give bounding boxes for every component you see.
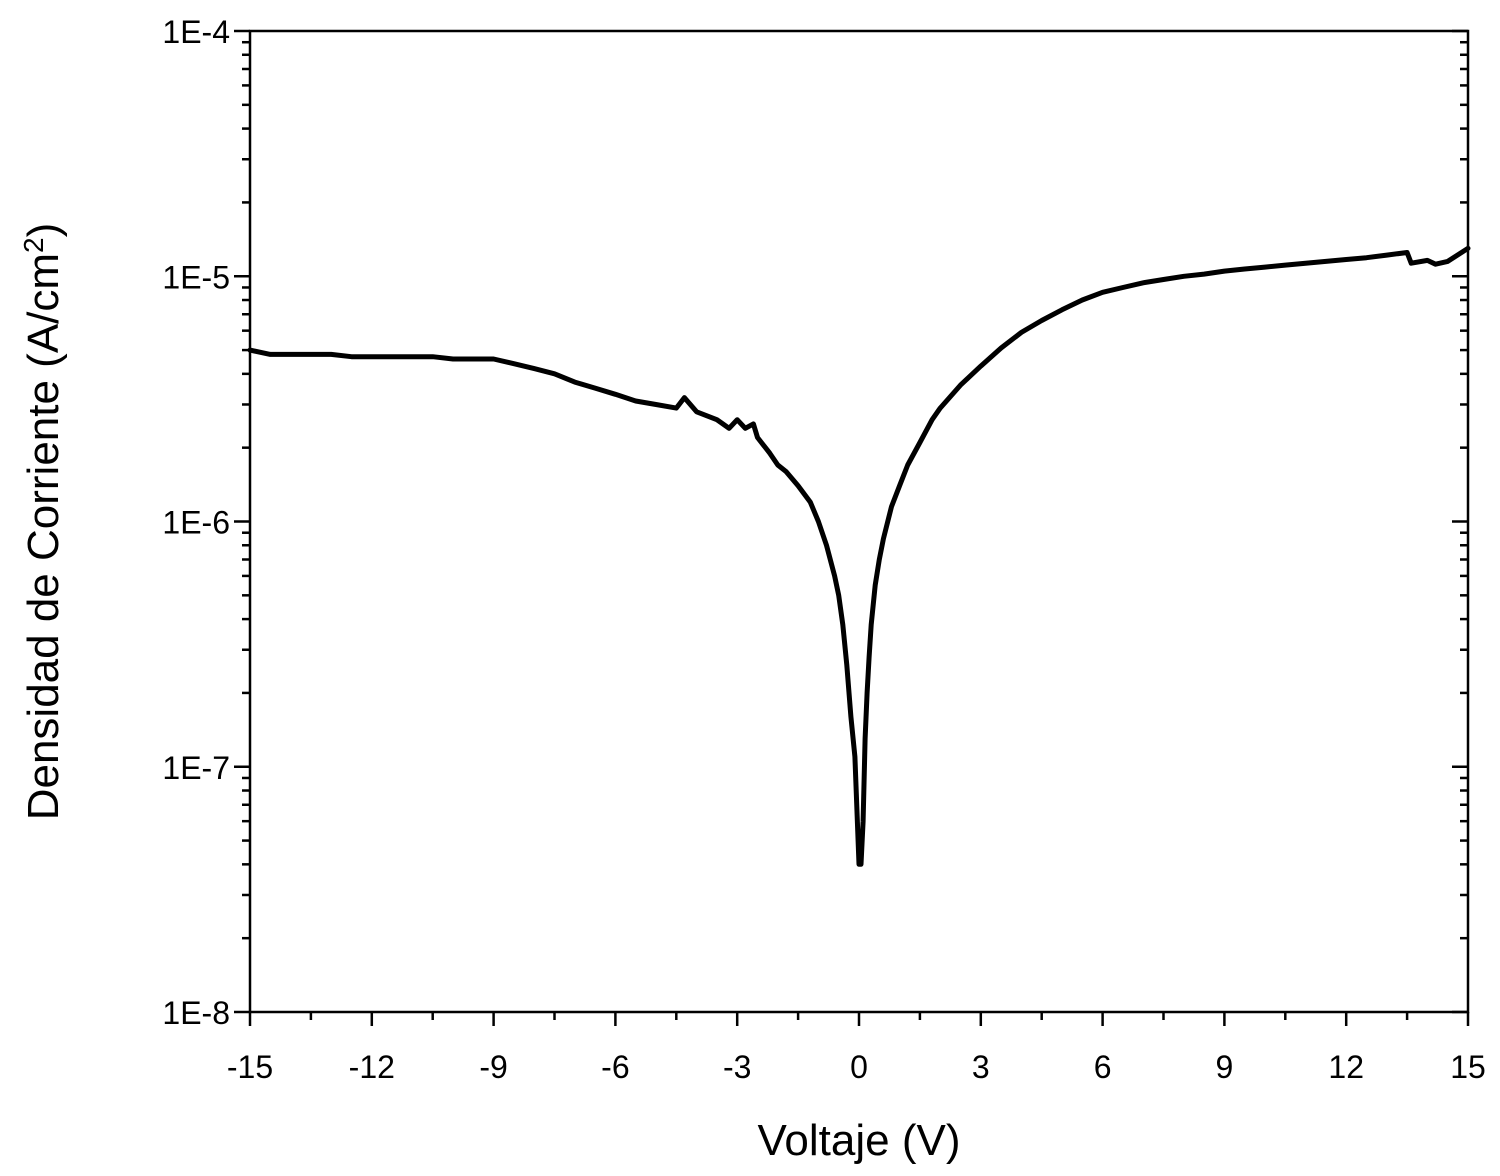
y-axis-title-superscript: 2 [18,237,49,253]
x-tick-label: 0 [850,1049,868,1085]
x-tick-label: -3 [723,1049,751,1085]
series-line [247,245,1471,867]
y-axis-tick-labels: 1E-8 1E-7 1E-6 1E-5 1E-4 [162,14,230,1031]
y-axis-title-main: Densidad de Corriente (A/cm [19,253,68,820]
x-tick-label: -6 [601,1049,629,1085]
y-tick-label: 1E-6 [162,505,230,541]
y-tick-label: 1E-8 [162,995,230,1031]
x-axis-ticks [248,1012,1470,1026]
y-tick-label: 1E-5 [162,259,230,295]
y-tick-label: 1E-7 [162,750,230,786]
x-tick-label: 9 [1216,1049,1234,1085]
y-axis-title-suffix: ) [19,223,68,238]
x-tick-label: -9 [479,1049,507,1085]
x-tick-label: 12 [1328,1049,1364,1085]
y-axis-ticks [234,29,1468,1014]
x-tick-label: 15 [1450,1049,1486,1085]
x-axis-title: Voltaje (V) [758,1116,961,1165]
plot-frame [248,29,1470,1014]
x-tick-label: -12 [349,1049,395,1085]
x-tick-label: -15 [227,1049,273,1085]
x-tick-label: 3 [972,1049,990,1085]
y-tick-label: 1E-4 [162,14,230,50]
y-axis-title: Densidad de Corriente (A/cm2) [18,223,69,821]
x-axis-tick-labels: -15 -12 -9 -6 -3 0 3 6 9 12 15 [227,1049,1486,1085]
x-tick-label: 6 [1094,1049,1112,1085]
